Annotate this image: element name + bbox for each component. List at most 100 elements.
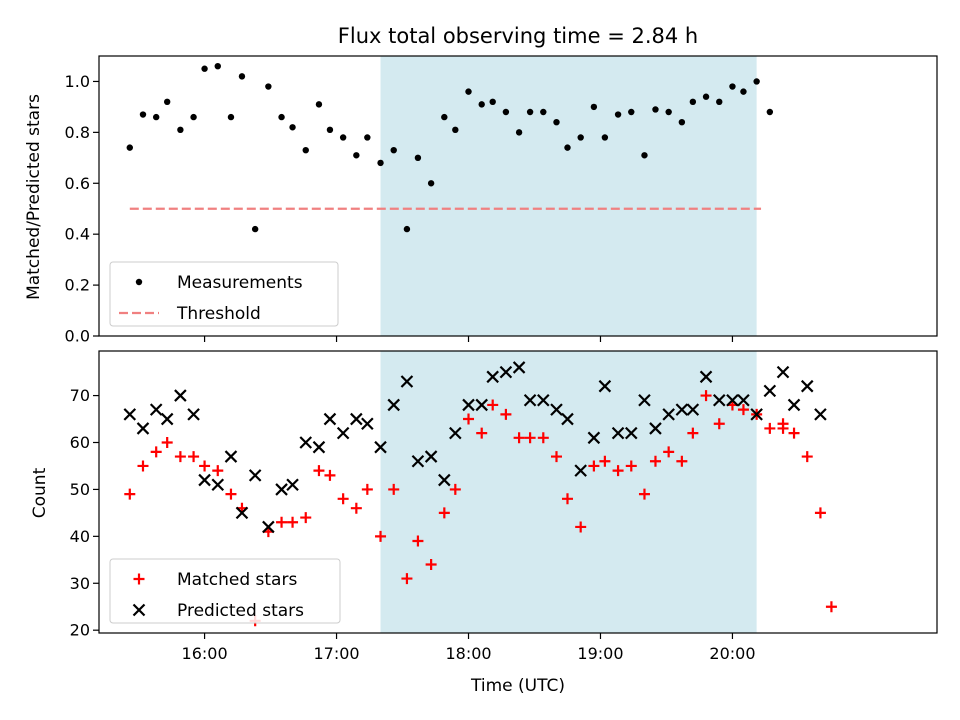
- measurements-point: [452, 126, 459, 134]
- measurements-point: [377, 159, 384, 167]
- measurements-point: [177, 126, 184, 134]
- predicted-stars-point: [174, 389, 187, 402]
- bottom-legend: Matched stars Predicted stars: [109, 558, 341, 624]
- top-y-tick-label: 0.2: [65, 276, 90, 295]
- bottom-y-tick-label: 50: [70, 480, 90, 499]
- predicted-stars-point: [336, 426, 350, 440]
- bottom-y-tick-label: 70: [70, 386, 90, 405]
- top-legend: Measurements Threshold: [109, 261, 339, 327]
- top-y-tick-label: 0.6: [65, 174, 90, 193]
- matched-stars-point: [524, 432, 536, 444]
- matched-stars-point: [561, 493, 573, 505]
- measurements-point: [390, 146, 397, 154]
- matched-stars-point: [212, 465, 224, 477]
- measurements-point: [652, 106, 659, 113]
- measurements-point: [403, 225, 411, 233]
- matched-stars-point: [388, 483, 400, 495]
- predicted-stars-point: [462, 398, 475, 412]
- measurements-point: [577, 134, 584, 141]
- matched-stars-point: [625, 460, 637, 472]
- matched-stars-point: [599, 455, 611, 467]
- matched-stars-point: [737, 404, 749, 416]
- matched-stars-point: [137, 460, 149, 472]
- matched-stars-point: [300, 512, 312, 524]
- measurements-point: [478, 101, 485, 108]
- matched-stars-point: [638, 488, 650, 500]
- legend-label: Matched stars: [177, 570, 297, 590]
- measurements-point: [729, 83, 736, 90]
- predicted-stars-point: [726, 393, 739, 407]
- measurements-point: [678, 118, 686, 126]
- matched-stars-point: [788, 427, 800, 439]
- measurements-point: [339, 134, 347, 141]
- matched-stars-point: [588, 460, 600, 472]
- matched-stars-point: [825, 601, 837, 613]
- measurements-point: [152, 113, 160, 121]
- matched-stars-point: [425, 558, 437, 570]
- measurements-point: [315, 101, 323, 108]
- measurements-point: [590, 103, 598, 111]
- measurements-point: [641, 152, 648, 159]
- top-axes-frame: [98, 55, 938, 337]
- measurements-point: [526, 108, 534, 116]
- measurements-point: [214, 62, 221, 70]
- matched-stars-point: [777, 418, 789, 430]
- measurements-point: [716, 98, 723, 106]
- matched-stars-point: [487, 399, 499, 411]
- predicted-stars-point: [411, 454, 425, 468]
- predicted-stars-point: [286, 478, 299, 492]
- predicted-stars-point: [800, 379, 814, 393]
- predicted-stars-point: [475, 398, 488, 412]
- predicted-stars-point: [624, 426, 638, 440]
- predicted-stars-point: [149, 403, 163, 416]
- bottom-y-tick-label: 60: [70, 433, 90, 452]
- matched-stars-point: [276, 516, 288, 528]
- predicted-stars-point: [424, 450, 438, 463]
- top-highlight-span: [380, 56, 757, 336]
- measurements-point: [289, 124, 296, 131]
- predicted-stars-point: [275, 483, 288, 496]
- matched-stars-point: [313, 465, 325, 477]
- predicted-stars-point: [787, 398, 801, 412]
- matched-stars-point: [476, 427, 488, 439]
- measurements-point: [364, 134, 371, 141]
- measurements-point: [628, 108, 635, 116]
- bottom-y-tick-label: 40: [70, 527, 90, 546]
- chart-title: Flux total observing time = 2.84 h: [338, 24, 698, 48]
- measurements-point: [190, 113, 197, 121]
- legend-label: Predicted stars: [177, 601, 304, 621]
- matched-stars-point: [713, 418, 725, 430]
- predicted-stars-point: [262, 520, 275, 534]
- measurements-point: [441, 113, 448, 121]
- x-tick-label: 16:00: [182, 644, 228, 663]
- predicted-stars-point: [361, 417, 374, 431]
- predicted-stars-point: [387, 398, 401, 412]
- predicted-stars-point: [486, 370, 499, 384]
- predicted-stars-point: [323, 412, 337, 426]
- measurements-point: [665, 108, 672, 116]
- matched-stars-point: [225, 488, 237, 500]
- legend-marker: [135, 278, 143, 286]
- predicted-stars-point: [763, 384, 777, 398]
- matched-stars-point: [575, 521, 587, 533]
- predicted-stars-point: [638, 393, 651, 407]
- matched-stars-point: [150, 446, 162, 458]
- matched-stars-point: [814, 507, 826, 519]
- predicted-stars-point: [449, 426, 462, 440]
- matched-stars-point: [537, 432, 549, 444]
- measurements-point: [601, 134, 609, 141]
- predicted-stars-point: [712, 393, 726, 407]
- predicted-stars-point: [512, 361, 526, 374]
- measurements-point: [278, 113, 285, 121]
- measurements-point: [614, 111, 622, 118]
- predicted-stars-point: [814, 408, 827, 421]
- matched-stars-point: [500, 408, 512, 420]
- predicted-stars-point: [611, 426, 625, 440]
- measurements-point: [553, 118, 560, 126]
- top-y-tick-label: 0.0: [65, 327, 90, 346]
- predicted-stars-point: [350, 412, 363, 426]
- top-y-tick-label: 0.8: [65, 123, 90, 142]
- matched-stars-point: [801, 451, 813, 463]
- bottom-y-axis-label: Count: [30, 467, 50, 518]
- measurements-point: [302, 146, 309, 154]
